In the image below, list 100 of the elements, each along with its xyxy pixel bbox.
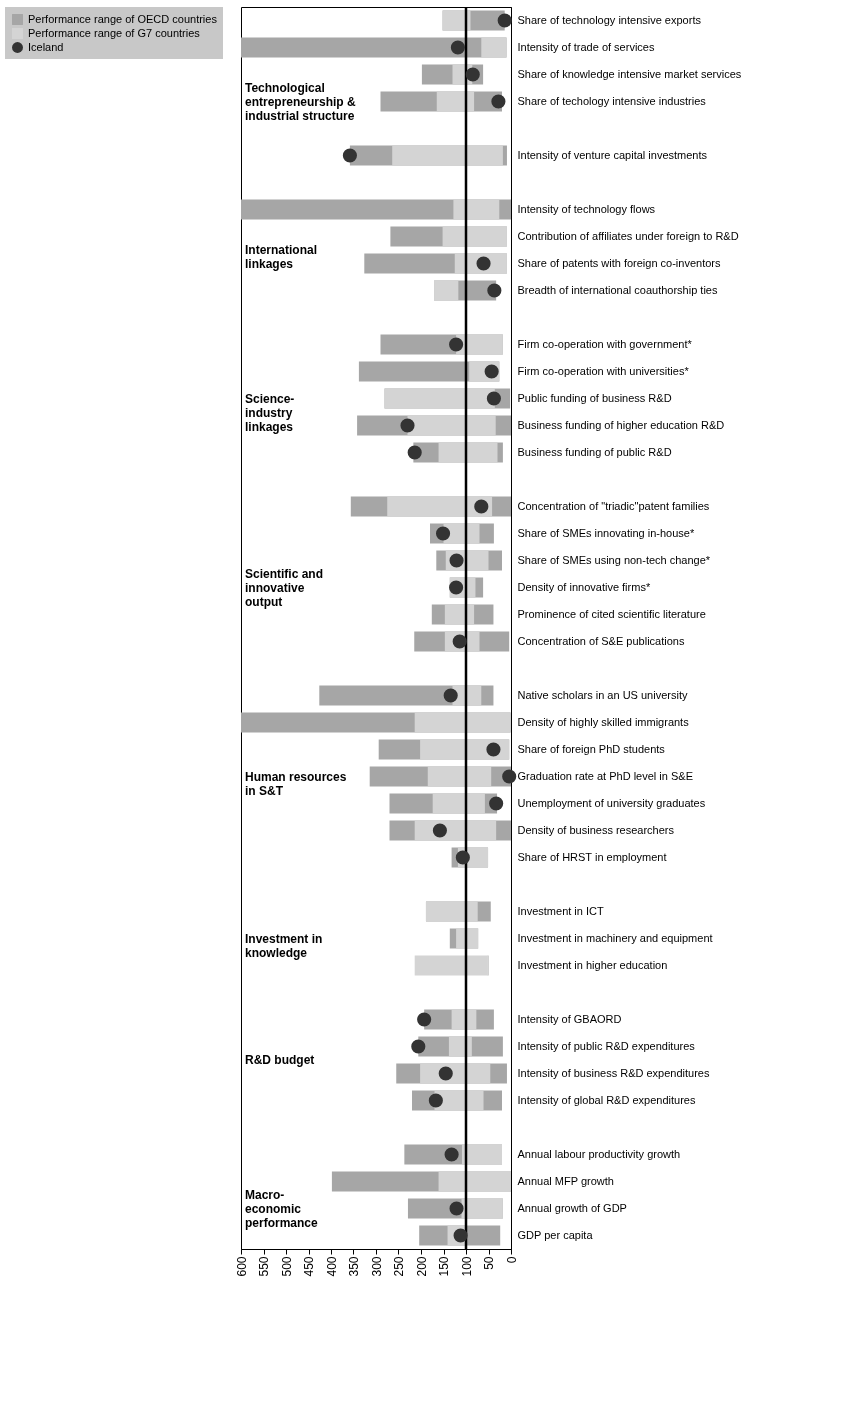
point: [407, 445, 422, 460]
y-tick-label: Intensity of trade of services: [517, 40, 655, 53]
y-tick-label: Annual MFP growth: [517, 1174, 614, 1187]
bar: [456, 928, 479, 949]
bar: [442, 226, 507, 247]
annotation: Scientific and innovative output: [245, 567, 324, 609]
point: [432, 823, 447, 838]
y-tick-label: Investment in ICT: [517, 904, 604, 917]
bar: [481, 37, 507, 58]
x-tick-label: 0: [504, 1256, 519, 1264]
annotation: Technological entrepreneurship & industrial structure: [245, 81, 357, 123]
y-tick-label: Density of business researchers: [517, 823, 675, 836]
x-tick-label: 100: [459, 1256, 474, 1277]
x-tick-label: 400: [324, 1256, 339, 1277]
point: [486, 391, 501, 406]
bar: [442, 10, 471, 31]
x-tick-label: 50: [482, 1256, 496, 1270]
point: [400, 418, 415, 433]
bar: [407, 415, 496, 436]
y-tick-label: Share of foreign PhD students: [517, 742, 666, 755]
y-tick-label: Intensity of public R&D expenditures: [517, 1039, 696, 1052]
y-tick-label: Intensity of venture capital investments: [517, 148, 708, 161]
y-tick-label: Intensity of technology flows: [517, 202, 656, 215]
x-tick-label: 250: [392, 1256, 406, 1277]
bar: [448, 1036, 472, 1057]
point: [449, 337, 464, 352]
point: [487, 283, 502, 298]
bar: [392, 145, 503, 166]
x-tick-label: 500: [279, 1256, 294, 1277]
y-tick-label: Firm co-operation with universities*: [517, 364, 690, 377]
bar: [453, 199, 500, 220]
point: [443, 688, 458, 703]
point: [438, 1066, 453, 1081]
y-tick-label: Firm co-operation with government*: [517, 337, 693, 350]
legend-label: Iceland: [28, 40, 64, 53]
y-tick-label: Graduation rate at PhD level in S&E: [517, 769, 693, 782]
point: [449, 1201, 464, 1216]
y-tick-label: Share of HRST in employment: [517, 850, 667, 863]
x-tick-label: 350: [347, 1256, 361, 1277]
y-tick-label: Share of SMEs innovating in-house*: [517, 526, 695, 539]
bar: [438, 442, 498, 463]
point: [417, 1012, 432, 1027]
y-tick-label: Native scholars in an US university: [517, 688, 688, 701]
x-tick-label: 150: [437, 1256, 451, 1277]
bar: [436, 91, 475, 112]
y-tick-label: Share of technology intensive exports: [517, 13, 702, 26]
point: [489, 796, 504, 811]
bar: [414, 712, 511, 733]
point: [491, 94, 506, 109]
y-tick-label: Unemployment of university graduates: [517, 796, 706, 809]
x-tick-label: 450: [302, 1256, 316, 1277]
point: [411, 1039, 426, 1054]
bar: [432, 793, 485, 814]
point: [449, 553, 464, 568]
y-tick-label: Share of techology intensive industries: [517, 94, 707, 107]
annotation: Investment in knowledge: [245, 931, 323, 960]
bar: [438, 1171, 511, 1192]
bar: [461, 1198, 503, 1219]
y-tick-label: Business funding of higher education R&D: [517, 418, 725, 431]
y-tick-label: GDP per capita: [517, 1228, 594, 1241]
y-tick-label: Breadth of international coauthorship ties: [517, 283, 718, 296]
annotation: International linkages: [245, 243, 318, 271]
point: [342, 148, 357, 163]
y-tick-label: Density of innovative firms*: [517, 580, 651, 593]
annotation: Macro- economic performance: [245, 1188, 319, 1230]
y-tick-label: Investment in higher education: [517, 958, 668, 971]
y-tick-label: Annual growth of GDP: [517, 1201, 627, 1214]
x-tick-label: 600: [234, 1256, 249, 1277]
point: [502, 769, 517, 784]
annotation: R&D budget: [245, 1053, 315, 1067]
point: [428, 1093, 443, 1108]
y-tick-label: Share of SMEs using non-tech change*: [517, 553, 711, 566]
x-tick-label: 300: [369, 1256, 384, 1277]
bar: [427, 766, 492, 787]
y-tick-label: Intensity of global R&D expenditures: [517, 1093, 696, 1106]
bar: [444, 604, 475, 625]
point: [444, 1147, 459, 1162]
point: [450, 40, 465, 55]
y-tick-label: Public funding of business R&D: [517, 391, 672, 404]
y-tick-label: Density of highly skilled immigrants: [517, 715, 690, 728]
point: [453, 1228, 468, 1243]
bar: [461, 1144, 502, 1165]
y-tick-label: Business funding of public R&D: [517, 445, 672, 458]
y-tick-label: Prominence of cited scientific literature: [517, 607, 706, 620]
y-tick-label: Share of knowledge intensive market services: [517, 67, 742, 80]
annotation: Science- industry linkages: [245, 391, 295, 434]
point: [435, 526, 451, 541]
y-tick-label: Intensity of business R&D expenditures: [517, 1066, 710, 1079]
legend-label: Performance range of G7 countries: [28, 26, 201, 39]
bar: [387, 496, 493, 517]
legend-label: Performance range of OECD countries: [28, 12, 218, 25]
y-tick-label: Share of patents with foreign co-inventors: [517, 256, 721, 269]
y-tick-label: Concentration of "triadic"patent families: [517, 499, 710, 512]
annotation: Human resources in S&T: [245, 769, 347, 798]
point: [474, 499, 489, 514]
point: [497, 13, 512, 28]
y-tick-label: Concentration of S&E publications: [517, 634, 685, 647]
y-tick-label: Contribution of affiliates under foreign to R&D: [517, 229, 739, 242]
y-tick-label: Intensity of GBAORD: [517, 1012, 622, 1025]
x-tick-label: 200: [414, 1256, 429, 1277]
